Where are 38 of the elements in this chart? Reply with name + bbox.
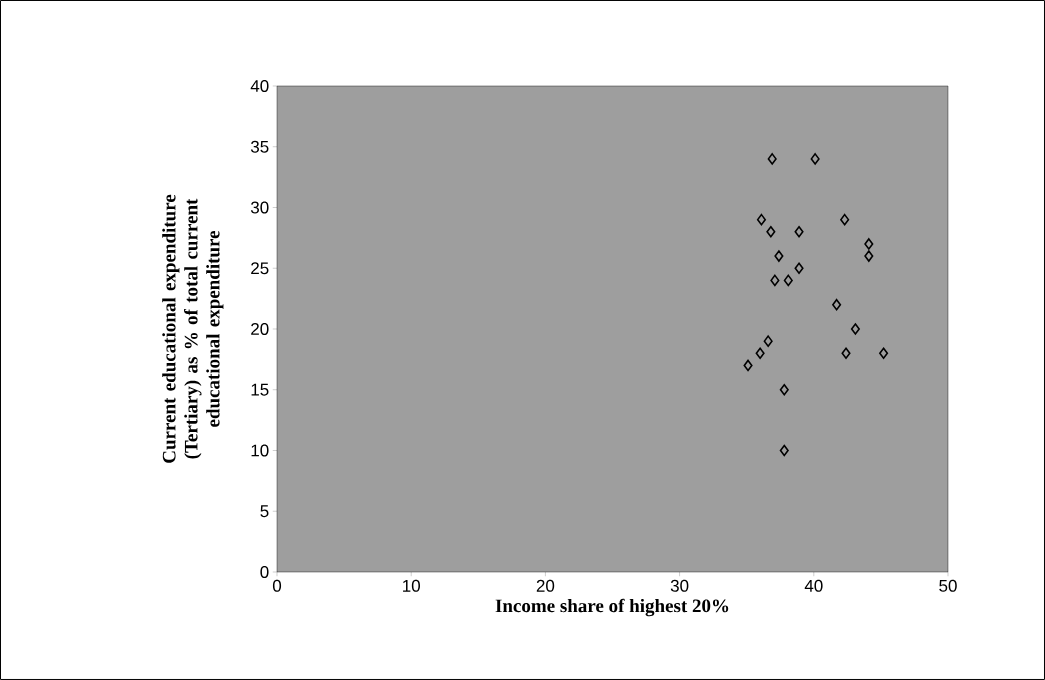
x-tick-label: 50 <box>939 579 957 592</box>
x-tick-label: 20 <box>536 579 555 592</box>
y-tick-label: 0 <box>260 565 269 579</box>
x-tick-label: 40 <box>804 579 823 592</box>
y-tick-label: 35 <box>250 140 269 153</box>
y-axis-title: Current educational expenditure (Tertiary) as % of total current educational expenditure <box>162 194 224 463</box>
point <box>767 153 777 165</box>
y-tick-label: 20 <box>251 322 269 336</box>
point <box>794 225 804 238</box>
point <box>755 347 765 360</box>
x-tick-label: 10 <box>403 579 420 592</box>
point <box>832 298 842 311</box>
y-tick-label: 5 <box>260 505 269 518</box>
point <box>840 213 850 226</box>
y-tick-label: 25 <box>251 262 269 275</box>
point <box>850 323 860 335</box>
point <box>766 225 776 238</box>
x-tick-label: 0 <box>272 579 282 592</box>
point <box>794 262 804 275</box>
point <box>763 335 773 347</box>
point <box>879 347 889 360</box>
point <box>779 444 789 457</box>
y-tick-label: 40 <box>250 79 269 93</box>
point <box>864 238 874 250</box>
y-tick-label: 15 <box>251 383 269 396</box>
point <box>774 250 784 262</box>
x-axis-title: Income share of highest 20% <box>495 598 729 617</box>
point <box>743 359 753 372</box>
point <box>810 153 820 165</box>
point <box>864 250 874 262</box>
x-tick-label: 30 <box>670 579 689 592</box>
point <box>770 274 780 287</box>
point <box>756 213 767 226</box>
point <box>783 274 793 287</box>
point <box>841 347 851 360</box>
y-tick-label: 10 <box>251 444 269 457</box>
point <box>779 383 789 396</box>
y-tick-label: 30 <box>250 201 269 214</box>
